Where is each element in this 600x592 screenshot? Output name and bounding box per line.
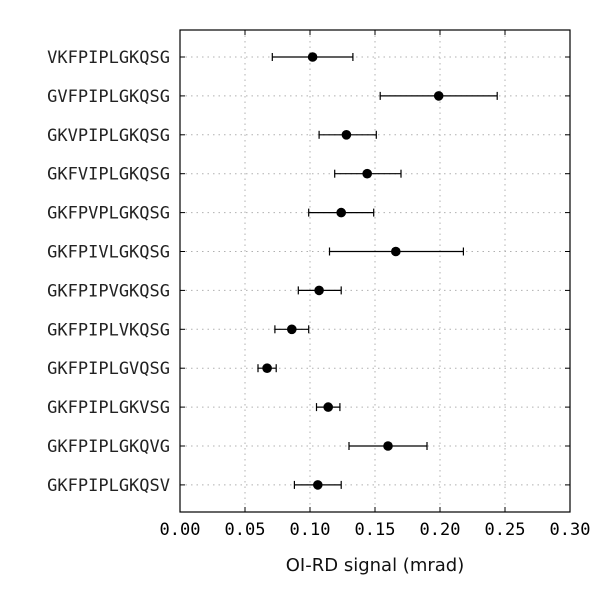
x-tick-label: 0.05	[225, 520, 266, 540]
data-point	[341, 130, 352, 140]
data-point	[314, 285, 324, 296]
category-label: GKFPVPLGKQSG	[47, 204, 170, 224]
data-point	[383, 441, 393, 451]
category-label: GKFPIPLGKQSV	[47, 476, 170, 496]
category-label: GKFPIPVGKQSG	[47, 281, 170, 301]
category-label: GKVPIPLGKQSG	[47, 126, 170, 146]
data-points	[262, 52, 444, 490]
data-point	[336, 207, 347, 218]
x-tick-label: 0.25	[485, 520, 526, 540]
data-point	[313, 480, 323, 490]
x-tick-label: 0.10	[290, 520, 331, 540]
plot-frame	[179, 29, 571, 513]
category-label: GKFPIVLGKQSG	[47, 243, 170, 263]
x-tick-label: 0.30	[550, 520, 591, 540]
category-label: GKFVIPLGKQSG	[47, 165, 170, 185]
data-point	[433, 91, 444, 101]
x-tick-labels: 0.00 0.05 0.10 0.15 0.20 0.25 0.30	[160, 520, 591, 540]
x-tick-label: 0.15	[355, 520, 396, 540]
category-label: GVFPIPLGKQSG	[47, 87, 170, 107]
data-point	[307, 52, 318, 62]
category-label: VKFPIPLGKQSG	[47, 48, 170, 68]
category-label: GKFPIPLVKQSG	[47, 320, 170, 340]
category-label: GKFPIPLGKVSG	[47, 398, 170, 418]
error-bars	[257, 53, 498, 489]
category-labels: VKFPIPLGKQSG GVFPIPLGKQSG GKVPIPLGKQSG GKFV…	[47, 48, 170, 496]
x-tick-label: 0.20	[420, 520, 461, 540]
category-label: GKFPIPLGKQVG	[47, 437, 170, 457]
grid-layer	[180, 30, 570, 512]
data-point	[323, 402, 334, 412]
data-point	[262, 363, 272, 374]
data-point	[287, 324, 297, 335]
data-point	[362, 168, 373, 179]
x-tick-label: 0.00	[160, 520, 201, 540]
ticks-layer	[179, 30, 571, 512]
category-label: GKFPIPLGVQSG	[47, 359, 170, 379]
x-axis-title: OI-RD signal (mrad)	[286, 555, 464, 576]
data-point	[391, 246, 401, 257]
